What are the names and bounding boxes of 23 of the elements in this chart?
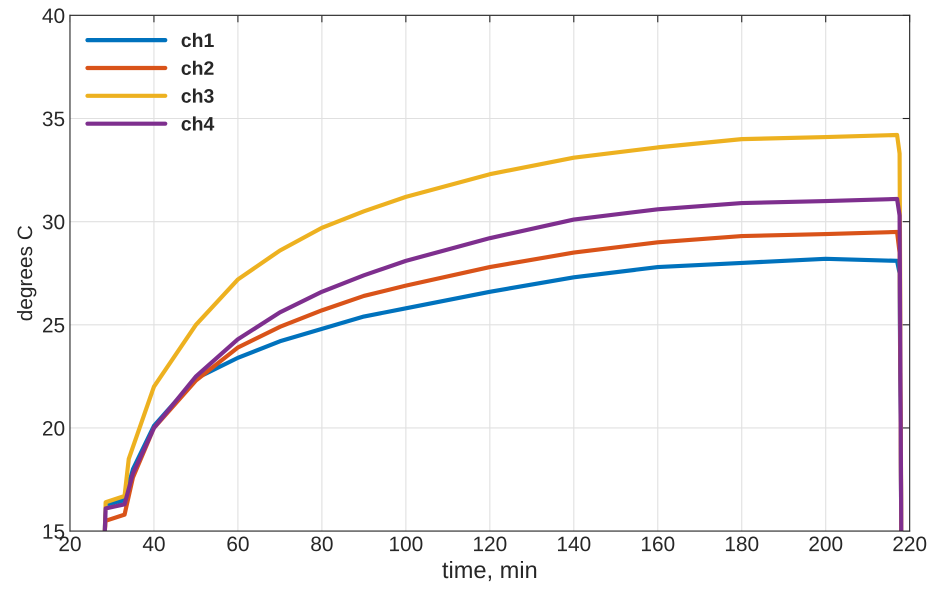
- legend-label: ch1: [182, 32, 214, 48]
- x-tick-label: 200: [809, 536, 842, 552]
- y-tick-label: 35: [42, 112, 64, 126]
- legend-label: ch3: [182, 88, 214, 103]
- y-tick-label: 40: [42, 8, 64, 24]
- x-axis-title: time, min: [442, 560, 536, 582]
- x-tick-label: 100: [390, 536, 422, 552]
- x-tick-label: 80: [311, 536, 333, 552]
- x-tick-label: 40: [142, 536, 165, 552]
- y-tick-label: 20: [42, 420, 64, 436]
- x-tick-label: 20: [59, 536, 81, 552]
- legend-label: ch2: [182, 60, 214, 75]
- x-tick-label: 220: [893, 536, 926, 552]
- x-tick-label: 160: [642, 536, 674, 552]
- y-axis-title: degrees C: [16, 226, 36, 320]
- x-tick-label: 60: [227, 536, 249, 552]
- x-tick-label: 140: [558, 536, 590, 552]
- legend-label: ch4: [182, 116, 214, 131]
- x-tick-label: 180: [726, 536, 758, 552]
- y-tick-label: 30: [42, 214, 64, 230]
- y-tick-label: 25: [42, 318, 64, 333]
- x-tick-label: 120: [474, 536, 506, 552]
- y-tick-label: 15: [44, 524, 64, 539]
